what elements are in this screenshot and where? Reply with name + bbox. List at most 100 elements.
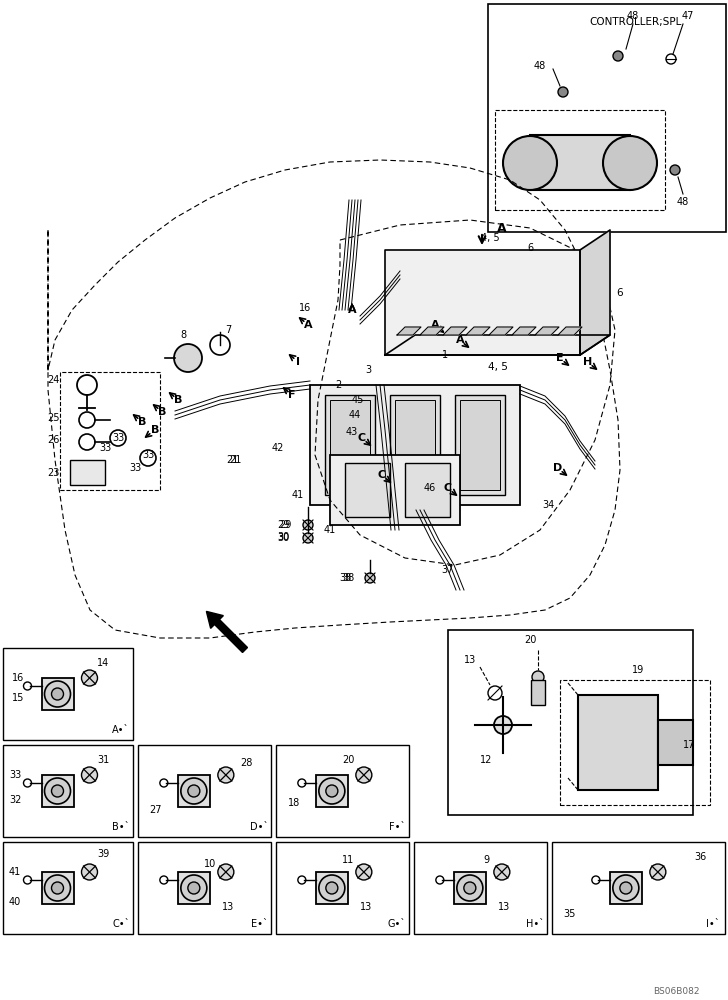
Text: 27: 27 bbox=[150, 805, 162, 815]
Bar bbox=[70, 460, 105, 485]
Circle shape bbox=[188, 882, 200, 894]
Text: A: A bbox=[348, 305, 356, 315]
Text: H: H bbox=[583, 357, 593, 367]
Text: 33: 33 bbox=[112, 433, 124, 443]
Text: 46: 46 bbox=[424, 483, 436, 493]
Text: 24: 24 bbox=[47, 375, 60, 385]
Text: 15: 15 bbox=[12, 693, 24, 703]
Text: 29: 29 bbox=[277, 520, 290, 530]
Text: B: B bbox=[174, 395, 182, 405]
Bar bbox=[488, 4, 726, 232]
Circle shape bbox=[670, 165, 680, 175]
Circle shape bbox=[365, 573, 375, 583]
Text: 1: 1 bbox=[442, 350, 448, 360]
Circle shape bbox=[464, 882, 476, 894]
Text: 19: 19 bbox=[632, 665, 644, 675]
Circle shape bbox=[44, 778, 71, 804]
Text: A•`: A•` bbox=[112, 725, 130, 735]
Bar bbox=[610, 872, 642, 904]
Text: 25: 25 bbox=[47, 413, 60, 423]
Polygon shape bbox=[580, 230, 610, 355]
Text: 8: 8 bbox=[180, 330, 186, 340]
Circle shape bbox=[52, 688, 63, 700]
Bar bbox=[3, 745, 133, 837]
Circle shape bbox=[494, 864, 510, 880]
Circle shape bbox=[457, 875, 483, 901]
Bar bbox=[390, 395, 440, 495]
Circle shape bbox=[44, 681, 71, 707]
Text: G•`: G•` bbox=[388, 919, 406, 929]
Circle shape bbox=[181, 778, 207, 804]
Bar bbox=[405, 463, 450, 517]
Bar bbox=[325, 395, 375, 495]
Text: B•`: B•` bbox=[112, 822, 130, 832]
Circle shape bbox=[82, 864, 98, 880]
Circle shape bbox=[319, 875, 345, 901]
Circle shape bbox=[52, 785, 63, 797]
Circle shape bbox=[52, 882, 63, 894]
Text: 7: 7 bbox=[225, 325, 231, 335]
Bar bbox=[316, 872, 348, 904]
Bar bbox=[530, 135, 630, 190]
Text: 21: 21 bbox=[229, 455, 241, 465]
Text: 35: 35 bbox=[563, 909, 576, 919]
Bar bbox=[330, 400, 370, 490]
Bar bbox=[276, 842, 409, 934]
Bar bbox=[316, 775, 348, 807]
Text: 6: 6 bbox=[527, 243, 533, 253]
Text: 16: 16 bbox=[299, 303, 311, 313]
Text: B: B bbox=[151, 425, 159, 435]
Text: CONTROLLER;SPL: CONTROLLER;SPL bbox=[590, 17, 681, 27]
Text: 42: 42 bbox=[272, 443, 284, 453]
Text: C•`: C•` bbox=[112, 919, 130, 929]
Bar bbox=[310, 385, 520, 505]
Polygon shape bbox=[385, 335, 610, 355]
Text: I•`: I•` bbox=[706, 919, 720, 929]
Bar bbox=[276, 745, 409, 837]
Bar bbox=[455, 395, 505, 495]
Text: C: C bbox=[378, 470, 386, 480]
Text: 48: 48 bbox=[534, 61, 546, 71]
Text: 30: 30 bbox=[277, 532, 289, 542]
Text: A: A bbox=[431, 320, 439, 330]
Circle shape bbox=[218, 767, 234, 783]
Text: H•`: H•` bbox=[526, 919, 544, 929]
Circle shape bbox=[174, 344, 202, 372]
Text: 31: 31 bbox=[97, 755, 109, 765]
Text: 10: 10 bbox=[204, 859, 216, 869]
Text: 38: 38 bbox=[342, 573, 354, 583]
Circle shape bbox=[494, 716, 512, 734]
Polygon shape bbox=[397, 327, 421, 335]
Text: 41: 41 bbox=[292, 490, 304, 500]
Text: 18: 18 bbox=[288, 798, 300, 808]
Text: B: B bbox=[158, 407, 166, 417]
Bar bbox=[454, 872, 486, 904]
Text: A: A bbox=[497, 222, 507, 234]
Text: 47: 47 bbox=[682, 11, 695, 21]
Circle shape bbox=[218, 864, 234, 880]
Text: 23: 23 bbox=[47, 468, 60, 478]
Text: 30: 30 bbox=[278, 533, 290, 543]
Text: 4, 5: 4, 5 bbox=[488, 362, 507, 372]
Text: D: D bbox=[553, 463, 563, 473]
Text: 38: 38 bbox=[340, 573, 352, 583]
Text: 48: 48 bbox=[627, 11, 639, 21]
Bar bbox=[552, 842, 725, 934]
Text: 14: 14 bbox=[97, 658, 109, 668]
Text: A: A bbox=[456, 335, 464, 345]
Polygon shape bbox=[489, 327, 513, 335]
Bar bbox=[138, 842, 271, 934]
Text: 12: 12 bbox=[480, 755, 492, 765]
Circle shape bbox=[613, 875, 639, 901]
Text: 13: 13 bbox=[498, 902, 510, 912]
Circle shape bbox=[503, 136, 557, 190]
Bar bbox=[414, 842, 547, 934]
Bar bbox=[178, 775, 210, 807]
Text: 36: 36 bbox=[694, 852, 706, 862]
Text: 13: 13 bbox=[360, 902, 372, 912]
Bar bbox=[560, 680, 710, 805]
Bar bbox=[41, 872, 74, 904]
Bar bbox=[578, 695, 658, 790]
Polygon shape bbox=[466, 327, 490, 335]
Circle shape bbox=[319, 778, 345, 804]
